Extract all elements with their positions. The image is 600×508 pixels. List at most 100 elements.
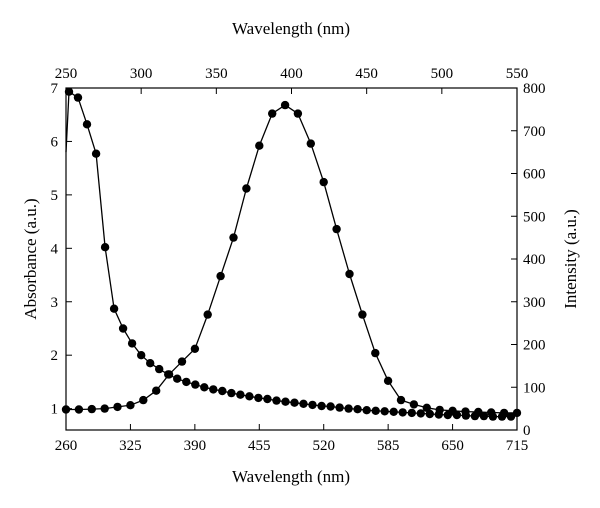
y-left-tick-label-1: 2 [51, 348, 59, 364]
y-right-tick-label-4: 400 [523, 252, 546, 268]
series-0-point-10 [155, 364, 164, 374]
y-right-tick-label-5: 500 [523, 209, 546, 225]
y-left-tick-label-0: 1 [51, 402, 59, 418]
series-1-point-9 [177, 357, 187, 366]
series-0-point-32 [353, 405, 362, 414]
series-0-point-15 [200, 383, 209, 392]
series-1-point-25 [383, 376, 393, 385]
series-1-point-18 [293, 109, 303, 118]
series-1-point-5 [126, 401, 135, 410]
x-top-tick-label-4: 450 [355, 66, 378, 82]
series-0-point-23 [272, 396, 281, 405]
series-1-point-34 [499, 408, 509, 418]
series-0-point-27 [308, 400, 317, 410]
series-1-point-20 [319, 177, 328, 187]
series-1-point-29 [435, 405, 444, 415]
x-top-tick-label-5: 500 [431, 66, 454, 82]
y-right-tick-label-0: 0 [523, 423, 531, 439]
series-1-point-23 [358, 310, 367, 319]
series-0-point-21 [254, 393, 263, 403]
y-right-tick-label-2: 200 [523, 338, 546, 354]
series-0-point-1 [73, 93, 83, 102]
y-right-tick-label-1: 100 [523, 380, 546, 396]
series-0-point-31 [344, 404, 353, 413]
series-0-point-34 [371, 406, 380, 415]
series-0-point-26 [299, 399, 308, 408]
series-0-point-37 [398, 408, 407, 417]
series-1-point-6 [139, 395, 148, 405]
plot-frame [65, 87, 518, 431]
series-0-point-33 [362, 406, 371, 415]
x-bottom-tick-label-4: 520 [312, 438, 335, 454]
series-0-point-39 [416, 409, 425, 418]
series-1-point-1 [74, 405, 84, 414]
series-0-point-7 [127, 339, 137, 348]
x-bottom-tick-label-0: 260 [55, 438, 78, 454]
x-bottom-tick-label-6: 650 [441, 438, 464, 454]
series-1-point-19 [306, 139, 315, 148]
series-0-point-14 [191, 380, 200, 389]
x-top-tick-label-0: 250 [55, 66, 78, 82]
series-1-point-26 [396, 395, 406, 405]
series-0-point-28 [317, 401, 326, 411]
series-0-point-6 [118, 324, 128, 333]
tick-labels-layer: 260 325 390 455 520 585 650 715 250 300 3 5 0 400 450 5… [51, 66, 546, 454]
series-1-point-33 [487, 408, 496, 417]
y-right-tick-label-6: 600 [523, 167, 546, 183]
x-top-axis-title: Wavelength (nm) [232, 19, 350, 38]
series-0-point-17 [218, 386, 227, 396]
series-0-point-36 [389, 407, 398, 416]
series-1-point-21 [332, 224, 341, 234]
series-0-point-30 [335, 403, 344, 412]
series-0-point-3 [91, 149, 101, 158]
series-layer [61, 87, 522, 421]
series-0-line [65, 91, 511, 418]
series-1-point-28 [422, 403, 431, 412]
series-0-point-13 [182, 377, 191, 387]
series-1-point-31 [461, 407, 470, 416]
series-0-point-5 [109, 304, 119, 313]
series-1-point-32 [474, 407, 483, 417]
series-1-point-22 [345, 269, 354, 279]
x-top-tick-label-6: 550 [506, 66, 529, 82]
series-0-point-18 [227, 388, 236, 398]
series-0-point-49 [506, 412, 516, 421]
series-0-point-9 [146, 359, 155, 368]
x-top-tick-label-1: 300 [130, 66, 153, 82]
series-1-point-10 [190, 344, 200, 353]
series-0-point-38 [407, 408, 416, 418]
series-0-point-35 [380, 407, 389, 416]
series-0-point-25 [290, 398, 299, 407]
y-left-tick-label-5: 6 [51, 134, 59, 150]
series-1-point-35 [512, 408, 522, 418]
y-left-tick-label-4: 5 [51, 188, 59, 204]
series-0-point-0 [64, 87, 74, 96]
series-1-point-27 [409, 400, 419, 409]
series-1-line [66, 104, 517, 414]
series-0-point-16 [209, 385, 218, 394]
series-0-point-24 [281, 397, 290, 406]
series-0-point-22 [263, 394, 272, 404]
series-1-point-7 [152, 386, 161, 395]
x-bottom-tick-label-1: 325 [119, 438, 142, 454]
x-bottom-tick-label-7: 715 [506, 438, 529, 454]
x-bottom-tick-label-5: 585 [377, 438, 400, 454]
series-1-point-14 [242, 184, 251, 193]
y-right-tick-label-3: 300 [523, 295, 546, 311]
series-1-point-17 [280, 100, 290, 110]
series-0-point-4 [100, 243, 110, 252]
series-1-point-24 [371, 348, 380, 358]
y-left-tick-label-2: 3 [51, 295, 59, 311]
x-bottom-tick-label-2: 390 [184, 438, 207, 454]
x-bottom-axis-title: Wavelength (nm) [232, 467, 350, 486]
x-bottom-tick-label-3: 455 [248, 438, 271, 454]
y-left-tick-label-6: 7 [51, 81, 59, 97]
series-1-point-8 [164, 370, 174, 379]
y-left-tick-label-3: 4 [51, 241, 59, 257]
series-1-point-11 [203, 310, 212, 319]
series-1-point-30 [448, 406, 457, 415]
ticks-layer [65, 87, 518, 431]
series-1-point-3 [100, 404, 109, 413]
